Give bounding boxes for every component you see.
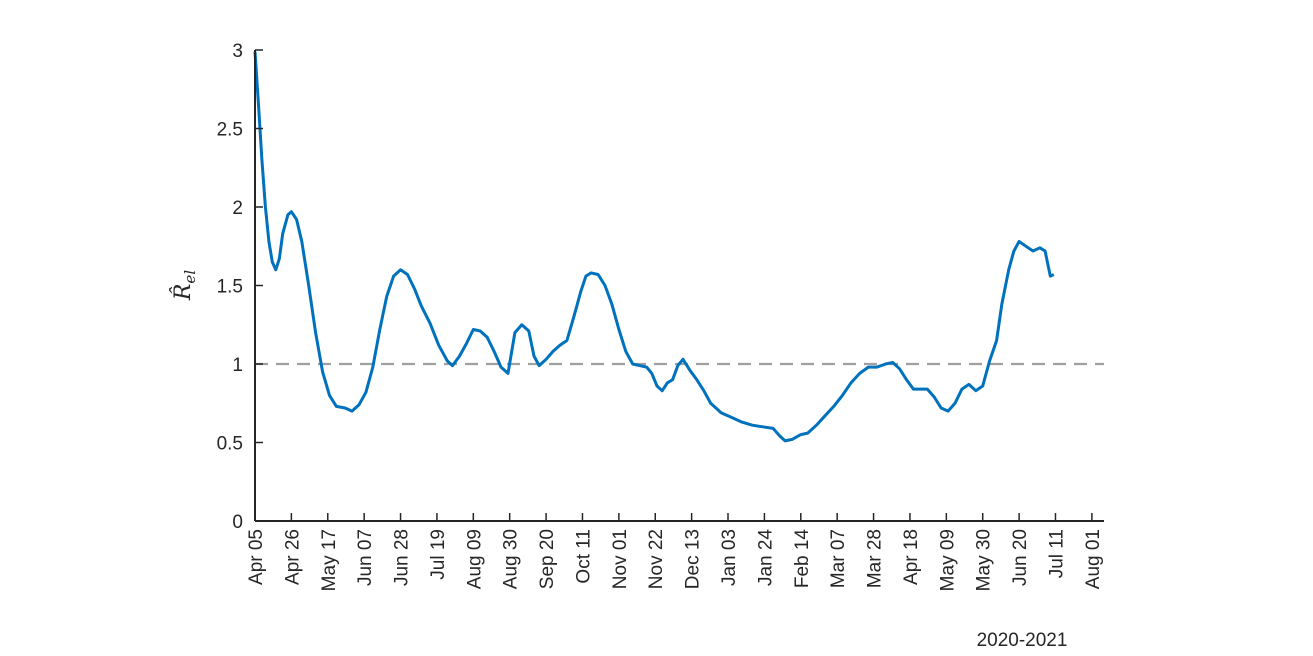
x-tick-label: Aug 01 [1083,529,1104,589]
x-tick-label: Apr 18 [901,529,922,585]
x-tick-label: Feb 14 [792,529,813,589]
x-axis-label: 2020-2021 [977,630,1068,651]
x-tick-label: Jan 03 [719,529,740,586]
x-tick-label: Mar 28 [865,529,886,588]
y-tick-label: 1 [232,355,243,376]
series-line [253,51,1055,443]
x-tick-label: Nov 01 [610,529,631,589]
x-tick-label: Jun 07 [355,529,376,586]
plot-area [253,51,1104,443]
y-tick-label: 0.5 [217,434,243,455]
x-tick-label: Dec 13 [683,529,704,589]
x-tick-label: May 09 [937,529,958,591]
y-ticks: 0 0.5 1 1.5 2 2.5 3 [217,41,263,533]
y-tick-label: 2 [232,198,243,219]
x-tick-label: Aug 09 [464,529,485,589]
y-axis-label: R̂el [170,270,199,301]
x-tick-label: Apr 26 [282,529,303,585]
x-tick-label: Nov 22 [646,529,667,589]
x-ticks: Apr 05 Apr 26 May 17 Jun 07 Jun 28 Jul 19 Aug … [246,513,1104,591]
y-tick-label: 1.5 [217,277,243,298]
x-tick-label: Sep 20 [537,529,558,589]
x-tick-label: Jun 28 [392,529,413,586]
x-tick-label: Jul 19 [428,529,449,580]
x-tick-label: Jul 11 [1046,529,1067,578]
x-tick-label: Jan 24 [755,529,776,586]
y-tick-label: 2.5 [217,120,243,141]
x-tick-label: Jun 20 [1010,529,1031,586]
x-tick-label: May 30 [974,529,995,591]
x-tick-label: Aug 30 [501,529,522,589]
x-tick-label: Mar 07 [828,529,849,588]
x-tick-label: Apr 05 [246,529,267,585]
x-tick-label: Oct 11 [573,529,594,584]
y-tick-label: 0 [232,512,243,533]
x-tick-label: May 17 [319,529,340,591]
y-tick-label: 3 [232,41,243,62]
